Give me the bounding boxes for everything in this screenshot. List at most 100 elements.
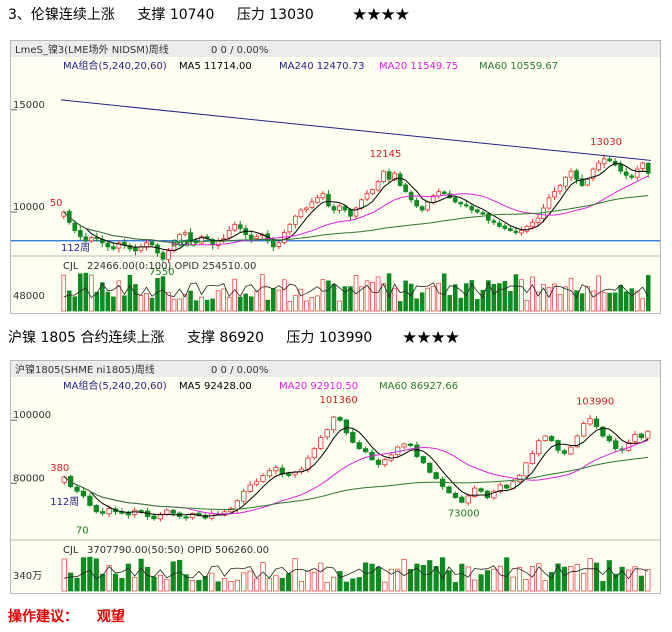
volume-bar — [452, 284, 458, 312]
volume-bar — [100, 282, 105, 312]
sub-values: 3707790.00(50:50) OPID 506260.00 — [87, 545, 269, 556]
candle-body — [446, 486, 452, 494]
volume-bar — [254, 578, 260, 592]
candle-body — [585, 178, 590, 186]
ma20-line — [63, 440, 648, 515]
volume-bar — [254, 291, 260, 312]
candle-body — [548, 436, 555, 442]
candle-body — [519, 230, 524, 234]
volume-bar — [170, 561, 176, 592]
candle-body — [160, 252, 166, 260]
volume-bar — [414, 563, 420, 592]
candle-body — [557, 185, 563, 192]
volume-bar — [273, 575, 279, 592]
candle-body — [353, 207, 359, 217]
volume-bar — [497, 283, 502, 312]
sub-title: CJL — [63, 545, 79, 556]
candle-body — [133, 247, 138, 252]
candle-body — [270, 240, 276, 248]
price-annotation: 13030 — [590, 137, 622, 148]
open-interest-line — [64, 564, 648, 580]
candle-body — [375, 459, 382, 465]
volume-bar — [613, 573, 619, 592]
volume-bar — [282, 279, 287, 312]
candle-body — [87, 495, 93, 506]
sub-values: 22466.00(0:100) OPID 254510.00 — [87, 261, 256, 272]
candle-body — [111, 246, 116, 250]
candle-body — [80, 490, 87, 497]
volume-bar — [189, 580, 196, 592]
candle-body — [600, 426, 606, 437]
volume-bar — [188, 290, 193, 312]
volume-bar — [469, 280, 475, 312]
candle-body — [436, 191, 442, 197]
volume-bar — [125, 563, 131, 592]
volume-bar — [144, 293, 149, 312]
chart-header-title: LmeS_镍3(LME场外 NIDSM)周线 — [15, 43, 169, 56]
candle-body — [491, 490, 497, 499]
candle-body — [607, 158, 612, 162]
volume-bar — [392, 287, 397, 312]
volume-bar — [292, 558, 298, 592]
candle-body — [348, 209, 353, 217]
volume-bar — [241, 572, 247, 592]
volume-bar — [403, 280, 408, 312]
candle-body — [419, 206, 425, 211]
candle-body — [157, 514, 164, 520]
volume-bar — [486, 280, 491, 312]
volume-bar — [260, 562, 266, 592]
volume-bar — [193, 300, 199, 312]
volume-bar — [408, 283, 414, 312]
volume-bar — [133, 284, 138, 312]
candle-body — [375, 180, 381, 191]
price-annotation: 112周 — [50, 496, 79, 508]
volume-bar — [350, 578, 356, 592]
y-tick-label: 80000 — [13, 473, 45, 484]
candle-body — [601, 158, 607, 165]
candle-body — [407, 443, 414, 446]
candle-body — [403, 184, 408, 193]
candle-body — [83, 236, 89, 242]
candle-body — [286, 473, 292, 476]
headline-title: 3、伦镍连续上涨 — [8, 7, 115, 23]
candle-body — [590, 168, 596, 179]
volume-bar — [420, 564, 426, 592]
volume-bar — [293, 295, 298, 312]
volume-bar — [286, 573, 292, 592]
volume-bar — [425, 287, 430, 312]
volume-bar — [279, 577, 285, 592]
volume-bar — [318, 562, 324, 592]
ma5-line — [63, 426, 649, 517]
headline-title: 沪镍 1805 合约连续上涨 — [8, 330, 165, 346]
candle-body — [370, 189, 375, 195]
candle-body — [77, 229, 83, 238]
candle-body — [465, 495, 471, 504]
candle-body — [386, 171, 392, 180]
volume-bar — [536, 563, 542, 592]
ma-legend-ma5: MA5 92428.00 — [179, 381, 252, 392]
candle-body — [574, 170, 579, 180]
volume-bar — [574, 564, 580, 592]
volume-bar — [364, 280, 370, 312]
volume-bar — [74, 577, 80, 592]
volume-bar — [629, 288, 634, 312]
volume-bar — [204, 299, 210, 312]
candle-body — [350, 432, 356, 443]
ma-title: MA组合(5,240,20,60) — [63, 379, 167, 392]
volume-bar — [94, 291, 100, 312]
candle-body — [645, 430, 651, 439]
volume-bar — [530, 276, 535, 312]
candle-body — [260, 475, 266, 482]
candle-body — [579, 178, 585, 186]
candle-body — [342, 206, 348, 211]
volume-bar — [105, 291, 111, 312]
candle-body — [248, 234, 254, 240]
sub-tick-label: 48000 — [13, 291, 45, 302]
volume-bar — [226, 297, 232, 312]
candle-body — [414, 200, 419, 207]
volume-bar — [309, 297, 315, 312]
volume-bar — [247, 570, 253, 592]
candle-body — [254, 236, 260, 239]
volume-bar — [100, 573, 106, 592]
candle-body — [623, 171, 629, 176]
